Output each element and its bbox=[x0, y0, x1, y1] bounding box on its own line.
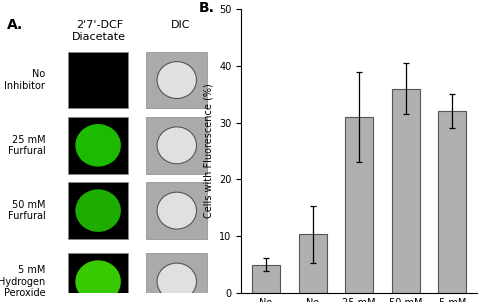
FancyBboxPatch shape bbox=[68, 253, 129, 302]
Y-axis label: Cells with Fluorescence (%): Cells with Fluorescence (%) bbox=[203, 84, 214, 218]
Ellipse shape bbox=[75, 260, 121, 302]
Text: 50 mM
Furfural: 50 mM Furfural bbox=[8, 200, 45, 221]
Ellipse shape bbox=[157, 192, 197, 229]
Bar bbox=[439, 111, 467, 293]
Ellipse shape bbox=[75, 124, 121, 167]
Bar bbox=[298, 234, 326, 293]
Text: A.: A. bbox=[7, 18, 23, 32]
Ellipse shape bbox=[157, 62, 197, 98]
Text: 25 mM
Furfural: 25 mM Furfural bbox=[8, 134, 45, 156]
Text: 5 mM
Hydrogen
Peroxide: 5 mM Hydrogen Peroxide bbox=[0, 265, 45, 298]
FancyBboxPatch shape bbox=[147, 182, 207, 239]
FancyBboxPatch shape bbox=[68, 52, 129, 108]
FancyBboxPatch shape bbox=[147, 52, 207, 108]
FancyBboxPatch shape bbox=[147, 253, 207, 302]
Bar bbox=[345, 117, 373, 293]
FancyBboxPatch shape bbox=[68, 182, 129, 239]
Ellipse shape bbox=[157, 127, 197, 164]
Text: DIC: DIC bbox=[171, 21, 190, 31]
Ellipse shape bbox=[75, 189, 121, 232]
Text: 2'7'-DCF
Diacetate: 2'7'-DCF Diacetate bbox=[72, 21, 126, 42]
Bar bbox=[392, 88, 420, 293]
Text: No
Inhibitor: No Inhibitor bbox=[4, 69, 45, 91]
FancyBboxPatch shape bbox=[147, 117, 207, 174]
Bar bbox=[252, 265, 280, 293]
Text: B.: B. bbox=[199, 1, 214, 14]
Ellipse shape bbox=[157, 263, 197, 300]
FancyBboxPatch shape bbox=[68, 117, 129, 174]
